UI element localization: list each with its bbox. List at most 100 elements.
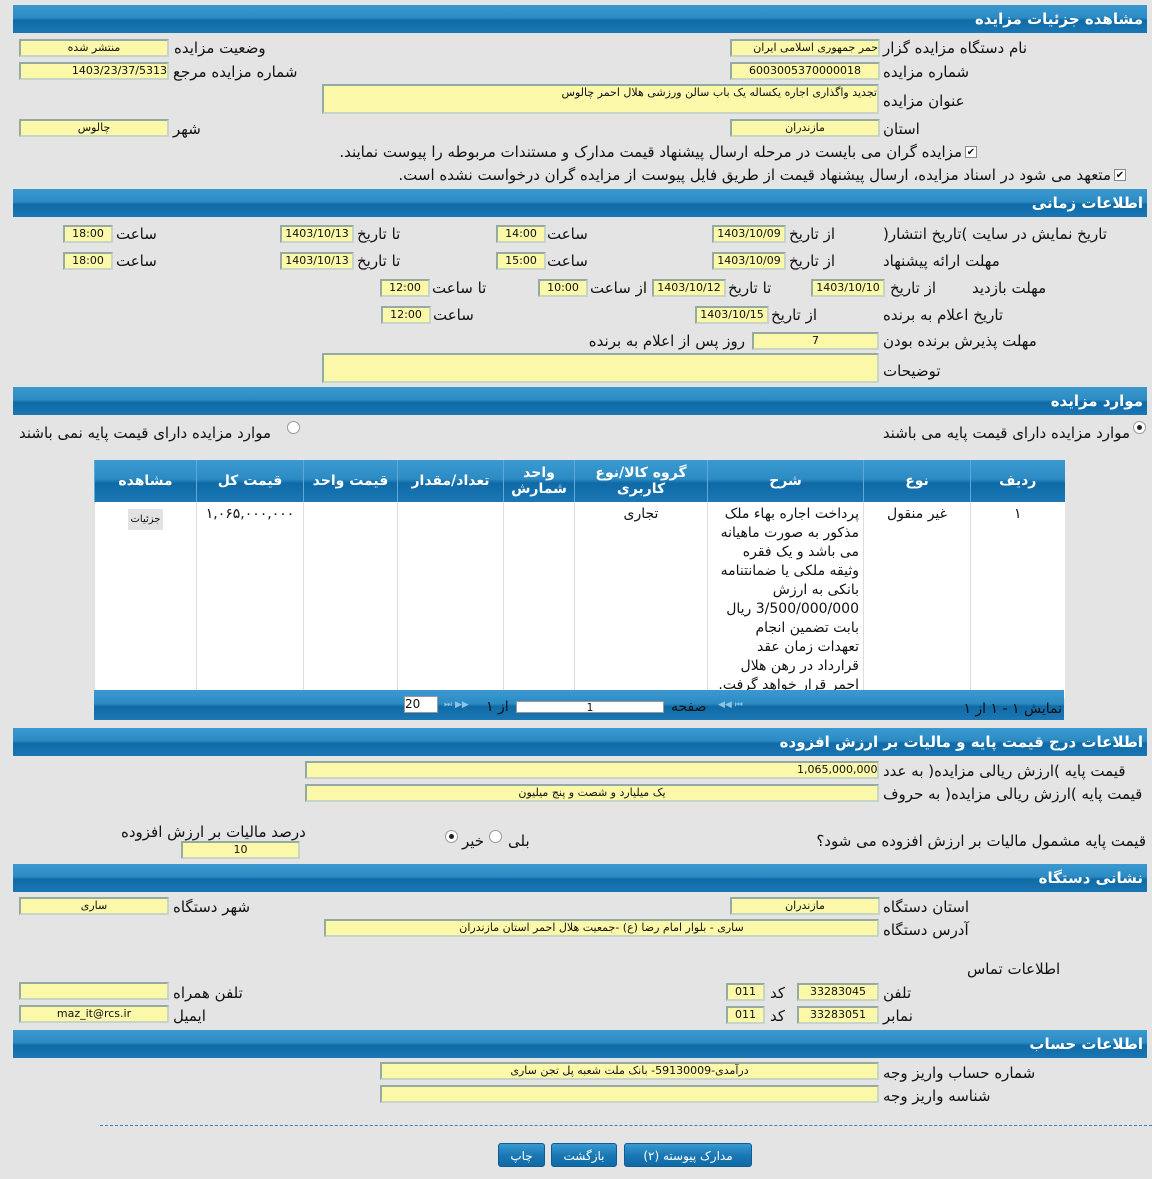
- offer-from-time-field[interactable]: 15:00: [496, 252, 546, 270]
- phone-code-field[interactable]: 011: [726, 983, 765, 1001]
- title-field[interactable]: تجدید واگذاری اجاره یکساله یک باب سالن و…: [322, 84, 879, 114]
- from-hour-label: از ساعت: [590, 279, 647, 297]
- pager-page-input[interactable]: 1: [516, 701, 664, 713]
- from-date-label: از تاریخ: [789, 252, 836, 270]
- org-city-label: شهر دستگاه: [173, 898, 251, 916]
- column-header[interactable]: شرح: [707, 460, 864, 502]
- column-header[interactable]: قیمت کل: [196, 460, 304, 502]
- announce-time-field[interactable]: 12:00: [381, 306, 431, 324]
- vat-no-label: خیر: [462, 832, 485, 850]
- hour-label: ساعت: [547, 252, 588, 270]
- publish-from-field[interactable]: 1403/10/09: [712, 225, 786, 243]
- publish-label: تاریخ نمایش در سایت )تاریخ انتشار(: [883, 225, 1107, 243]
- details-button[interactable]: جزئیات: [127, 509, 164, 530]
- column-header[interactable]: مشاهده: [94, 460, 197, 502]
- notes-label: توضیحات: [883, 362, 941, 380]
- city-label: شهر: [173, 120, 201, 138]
- publish-to-time-field[interactable]: 18:00: [63, 225, 113, 243]
- payment-id-field[interactable]: [380, 1085, 879, 1103]
- title-label: عنوان مزایده: [883, 92, 965, 110]
- radio-without-base-price[interactable]: [287, 421, 300, 434]
- fax-code-field[interactable]: 011: [726, 1006, 765, 1024]
- column-header[interactable]: گروه کالا/نوع کاربری: [574, 460, 708, 502]
- price-words-field[interactable]: یک میلیارد و شصت و پنج میلیون: [305, 784, 879, 802]
- visit-from-field[interactable]: 1403/10/10: [811, 279, 885, 297]
- notes-field[interactable]: [322, 353, 879, 383]
- org-field[interactable]: حمر جمهوری اسلامی ایران: [730, 39, 880, 57]
- print-button[interactable]: چاپ: [498, 1143, 545, 1167]
- cell-unit-price: [303, 502, 398, 698]
- from-date-label: از تاریخ: [789, 225, 836, 243]
- pager-last-icon[interactable]: ⏮ ◀◀: [718, 700, 743, 710]
- pager-page-label: صفحه: [671, 699, 707, 715]
- section-header-price: اطلاعات درج قیمت پایه و مالیات بر ارزش ا…: [13, 728, 1147, 756]
- city-field[interactable]: چالوس: [19, 119, 169, 137]
- org-province-field[interactable]: مازندران: [730, 897, 880, 915]
- pager-of: از ۱: [486, 699, 509, 715]
- back-button[interactable]: بازگشت: [551, 1143, 617, 1167]
- email-label: ایمیل: [173, 1007, 206, 1025]
- announce-from-field[interactable]: 1403/10/15: [695, 306, 769, 324]
- account-number-label: شماره حساب واریز وجه: [883, 1064, 1036, 1082]
- radio-with-base-price[interactable]: [1133, 421, 1146, 434]
- offer-to-time-field[interactable]: 18:00: [63, 252, 113, 270]
- vat-percent-field[interactable]: 10: [181, 841, 300, 859]
- org-label: نام دستگاه مزایده گزار: [883, 39, 1028, 57]
- column-header[interactable]: نوع: [863, 460, 971, 502]
- no-file-offer-checkbox[interactable]: ✔: [1114, 169, 1126, 181]
- cell-qty: [397, 502, 504, 698]
- to-date-label: تا تاریخ: [357, 225, 401, 243]
- vat-percent-label: درصد مالیات بر ارزش افزوده: [121, 823, 306, 841]
- visit-to-field[interactable]: 1403/10/12: [652, 279, 726, 297]
- phone-label: تلفن: [883, 984, 912, 1002]
- publish-to-field[interactable]: 1403/10/13: [280, 225, 354, 243]
- announce-label: تاریخ اعلام به برنده: [883, 306, 1004, 324]
- column-header[interactable]: قیمت واحد: [303, 460, 398, 502]
- number-field[interactable]: 6003005370000018: [730, 62, 880, 80]
- visit-to-time-field[interactable]: 12:00: [380, 279, 430, 297]
- fax-field[interactable]: 33283051: [797, 1006, 879, 1024]
- account-number-field[interactable]: درآمدی-59130009- بانک ملت شعبه پل تجن سا…: [380, 1062, 879, 1080]
- items-table: ردیف نوع شرح گروه کالا/نوع کاربری واحد ش…: [94, 460, 1065, 698]
- org-address-field[interactable]: ساری - بلوار امام رضا (ع) -جمعیت هلال اح…: [324, 919, 879, 937]
- radio-without-base-price-label: موارد مزایده دارای قیمت پایه نمی باشند: [19, 424, 271, 442]
- table-row: ۱ غیر منقول پرداخت اجاره بهاء ملک مذکور …: [94, 502, 1065, 698]
- fax-label: نمابر: [883, 1007, 913, 1025]
- org-city-field[interactable]: ساری: [19, 897, 169, 915]
- section-header-account: اطلاعات حساب: [13, 1030, 1147, 1058]
- column-header[interactable]: واحد شمارش: [503, 460, 575, 502]
- province-field[interactable]: مازندران: [730, 119, 880, 137]
- pager-first-icon[interactable]: ▶▶ ⏭: [444, 700, 469, 710]
- publish-from-time-field[interactable]: 14:00: [496, 225, 546, 243]
- accept-days-field[interactable]: 7: [752, 332, 879, 350]
- offer-label: مهلت ارائه پیشنهاد: [883, 252, 1000, 270]
- price-number-field[interactable]: 1,065,000,000: [305, 761, 879, 779]
- pager-size-input[interactable]: 20: [404, 696, 438, 713]
- phone-code-label: کد: [770, 984, 786, 1002]
- mobile-label: تلفن همراه: [173, 984, 243, 1002]
- phone-field[interactable]: 33283045: [797, 983, 879, 1001]
- column-header[interactable]: ردیف: [970, 460, 1065, 502]
- vat-yes-radio[interactable]: [489, 830, 502, 843]
- ref-field[interactable]: 1403/23/37/5313: [19, 62, 169, 80]
- column-header[interactable]: تعداد/مقدار: [397, 460, 504, 502]
- to-hour-label: تا ساعت: [432, 279, 487, 297]
- attachments-button[interactable]: مدارک پیوسته (۲): [624, 1143, 752, 1167]
- email-field[interactable]: maz_it@rcs.ir: [19, 1005, 169, 1023]
- accept-suffix: روز پس از اعلام به برنده: [588, 332, 745, 350]
- offer-from-field[interactable]: 1403/10/09: [712, 252, 786, 270]
- accept-label: مهلت پذیرش برنده بودن: [883, 332, 1037, 350]
- offer-to-field[interactable]: 1403/10/13: [280, 252, 354, 270]
- to-date-label: تا تاریخ: [728, 279, 772, 297]
- hour-label: ساعت: [116, 225, 157, 243]
- price-number-label: قیمت پایه )ارزش ریالی مزایده( به عدد: [883, 762, 1126, 780]
- cell-total: ۱,۰۶۵,۰۰۰,۰۰۰: [196, 502, 304, 698]
- attachments-required-checkbox[interactable]: ✔: [965, 146, 977, 158]
- vat-no-radio[interactable]: [445, 830, 458, 843]
- visit-from-time-field[interactable]: 10:00: [538, 279, 588, 297]
- status-field[interactable]: منتشر شده: [19, 39, 169, 57]
- mobile-field[interactable]: [19, 982, 169, 1000]
- radio-with-base-price-label: موارد مزایده دارای قیمت پایه می باشند: [882, 424, 1130, 442]
- status-label: وضعیت مزایده: [174, 39, 266, 57]
- vat-yes-label: بلی: [508, 832, 530, 850]
